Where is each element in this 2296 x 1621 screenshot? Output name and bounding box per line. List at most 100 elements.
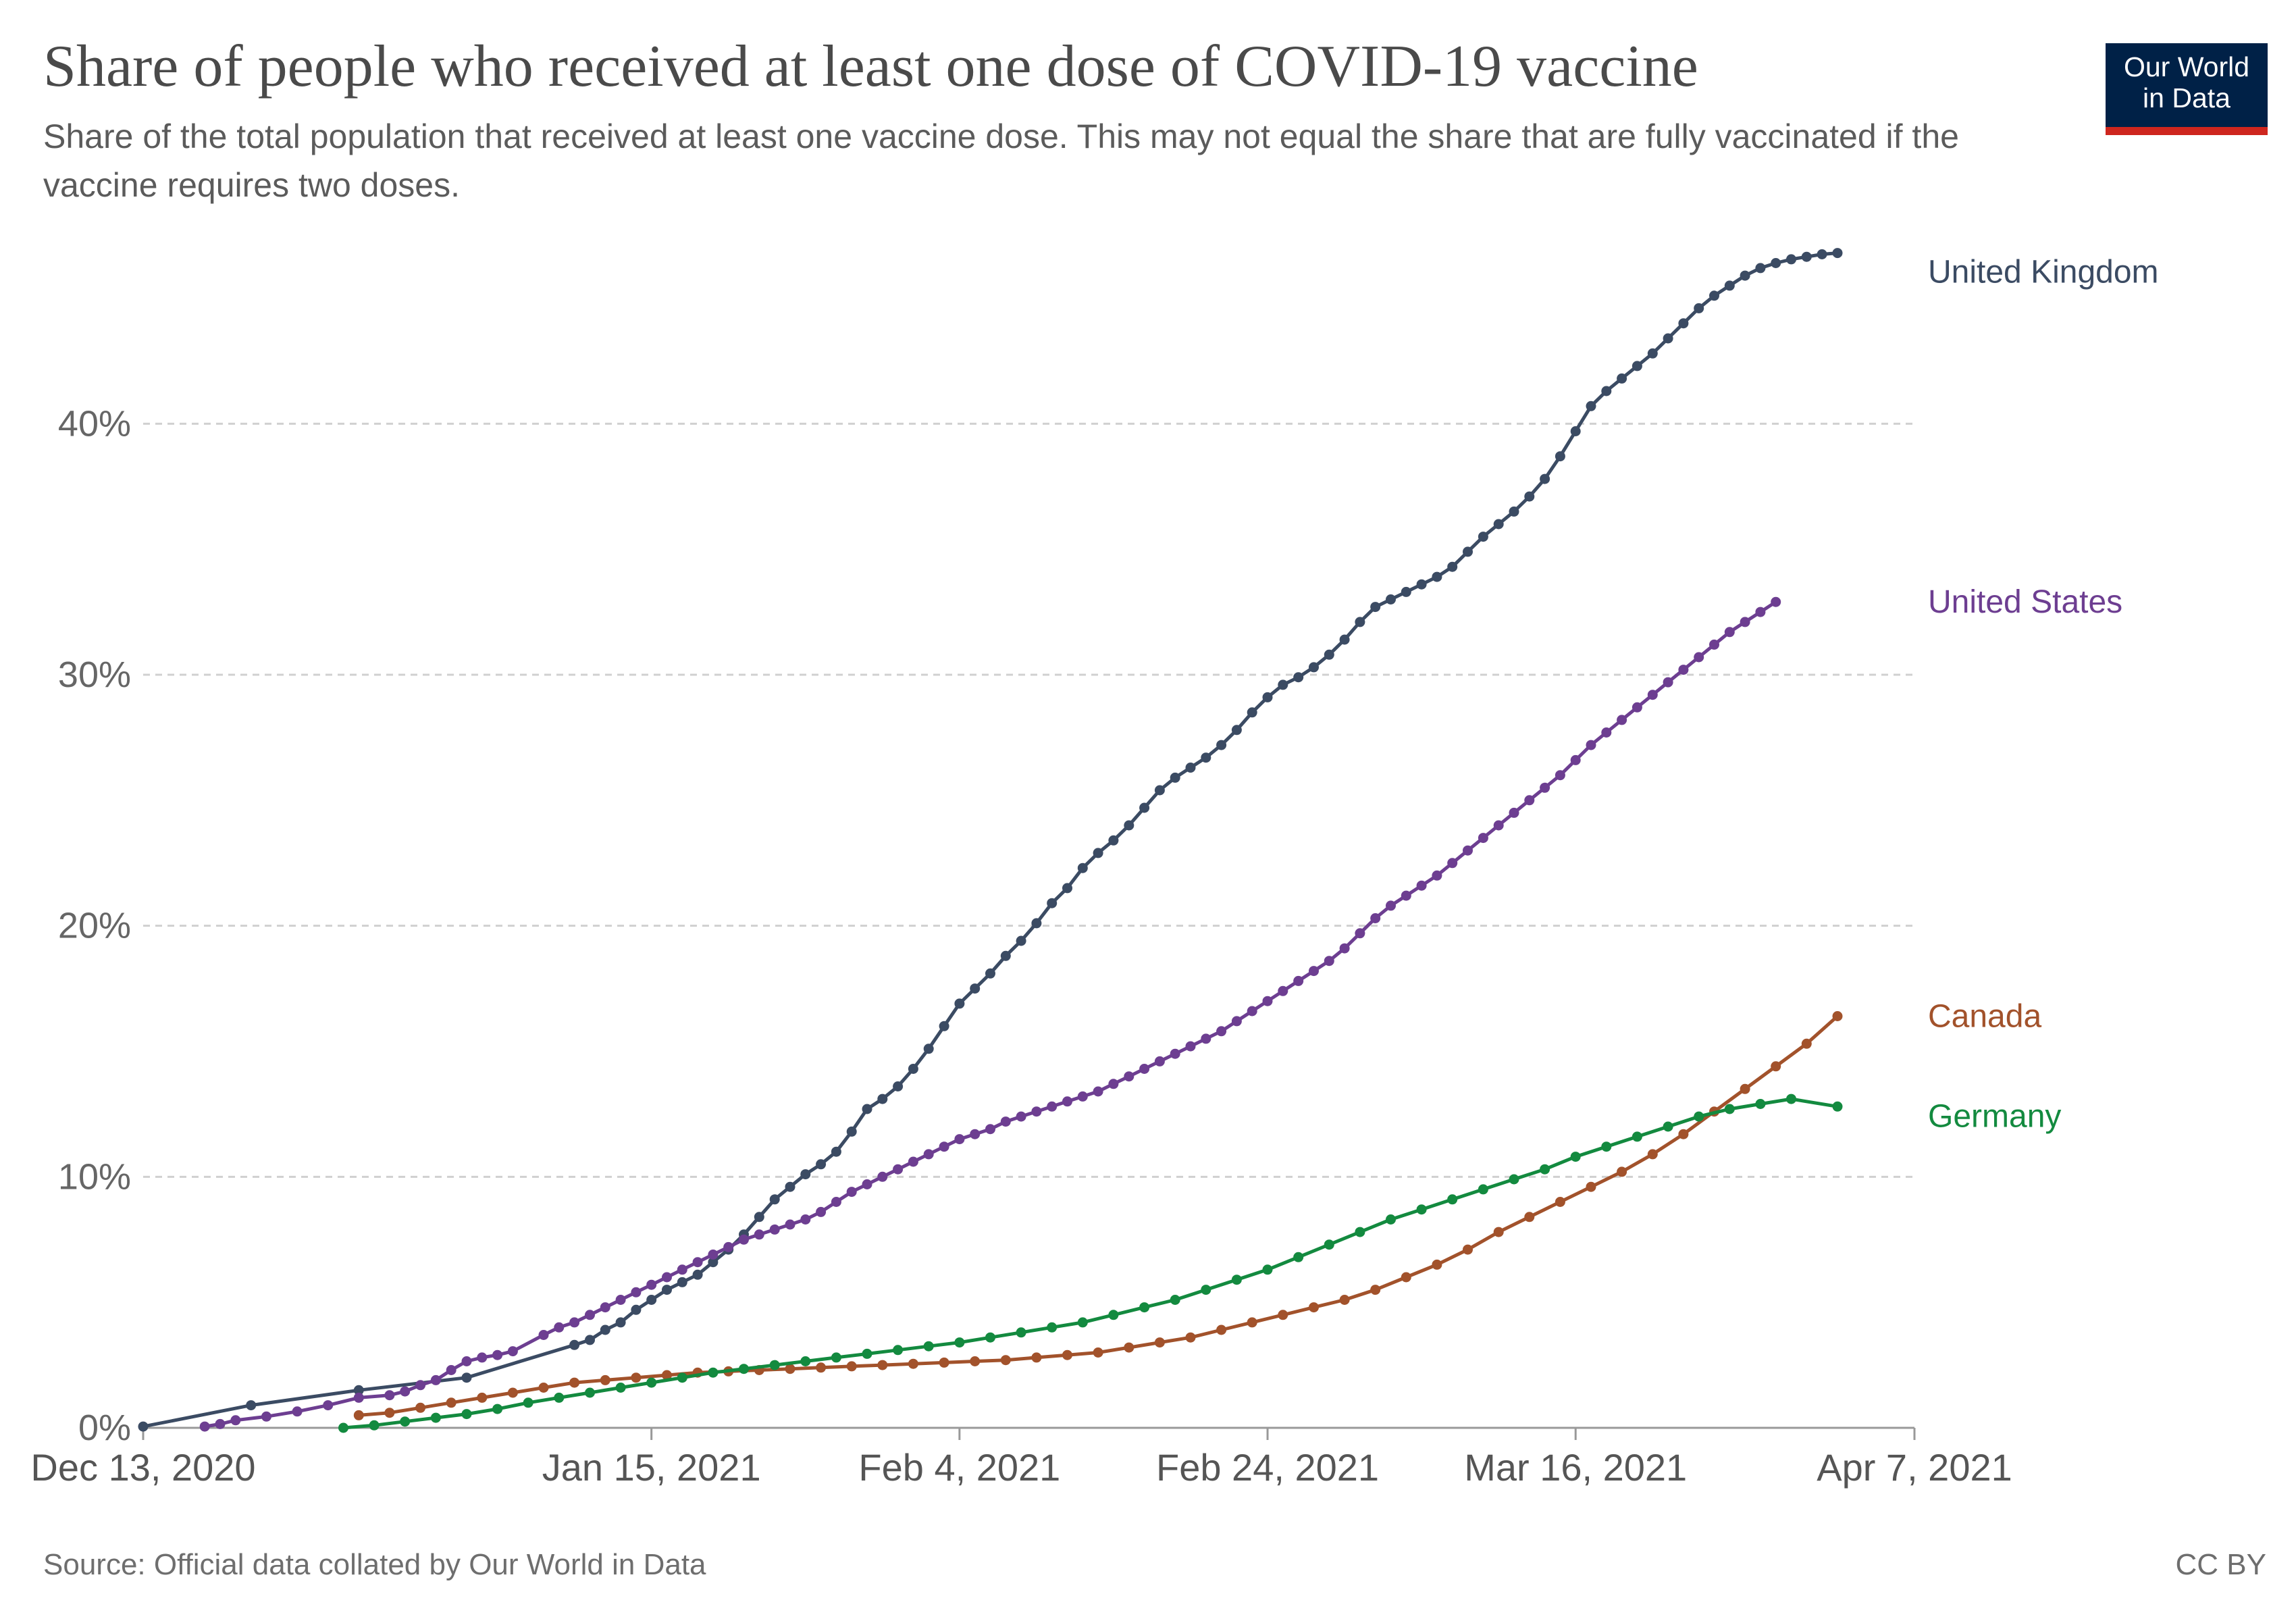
data-point bbox=[1493, 820, 1504, 831]
data-point bbox=[1201, 1033, 1211, 1044]
data-point bbox=[1724, 280, 1735, 291]
data-point bbox=[1293, 975, 1304, 986]
series-line bbox=[142, 251, 1838, 1429]
data-point bbox=[1077, 1091, 1088, 1102]
data-point bbox=[846, 1126, 857, 1137]
data-point bbox=[492, 1404, 503, 1414]
data-point bbox=[1647, 690, 1658, 700]
data-point bbox=[1093, 1086, 1103, 1097]
series-united-kingdom[interactable] bbox=[138, 248, 1843, 1432]
data-point bbox=[1755, 607, 1766, 617]
series-germany[interactable] bbox=[338, 1093, 1843, 1433]
data-point bbox=[816, 1206, 827, 1217]
data-point bbox=[1724, 1104, 1735, 1114]
x-tick-label: Feb 24, 2021 bbox=[1156, 1446, 1379, 1489]
data-point bbox=[769, 1224, 780, 1235]
data-point bbox=[1124, 1342, 1134, 1353]
data-point bbox=[846, 1361, 857, 1372]
data-point bbox=[1093, 1347, 1103, 1358]
data-point bbox=[615, 1383, 626, 1393]
series-label[interactable]: United Kingdom bbox=[1928, 255, 2159, 290]
data-point bbox=[477, 1392, 488, 1403]
data-point bbox=[800, 1356, 811, 1366]
data-point bbox=[1801, 251, 1812, 262]
data-point bbox=[1601, 727, 1612, 738]
data-point bbox=[1478, 1184, 1488, 1195]
series-label[interactable]: United States bbox=[1928, 584, 2122, 620]
data-point bbox=[1170, 1295, 1180, 1305]
series-label[interactable]: Germany bbox=[1928, 1098, 2061, 1134]
data-point bbox=[1694, 303, 1704, 313]
data-point bbox=[1185, 763, 1196, 773]
data-point bbox=[1355, 1227, 1365, 1237]
data-point bbox=[461, 1409, 472, 1420]
data-point bbox=[1278, 679, 1288, 690]
data-point bbox=[862, 1179, 872, 1189]
data-point bbox=[908, 1064, 918, 1074]
data-point bbox=[585, 1387, 595, 1398]
data-point bbox=[1432, 1259, 1442, 1270]
series-canada[interactable] bbox=[353, 1011, 1843, 1420]
data-point bbox=[1170, 772, 1180, 783]
data-point bbox=[384, 1408, 395, 1418]
data-point bbox=[1786, 1093, 1796, 1104]
data-point bbox=[199, 1421, 210, 1432]
data-point bbox=[1755, 1099, 1766, 1109]
data-point bbox=[1047, 898, 1058, 908]
data-point bbox=[1709, 639, 1719, 650]
data-point bbox=[785, 1219, 795, 1230]
data-point bbox=[461, 1372, 472, 1383]
data-point bbox=[569, 1339, 580, 1350]
data-point bbox=[662, 1285, 672, 1295]
data-point bbox=[230, 1415, 241, 1426]
data-point bbox=[1370, 602, 1381, 613]
data-point bbox=[1570, 754, 1581, 765]
data-point bbox=[1247, 1006, 1257, 1017]
data-point bbox=[631, 1304, 642, 1315]
data-point bbox=[646, 1295, 657, 1305]
data-point bbox=[1678, 665, 1689, 675]
logo-line-2: in Data bbox=[2143, 82, 2230, 113]
data-point bbox=[1555, 451, 1565, 462]
data-point bbox=[677, 1264, 687, 1275]
data-point bbox=[1540, 473, 1550, 484]
data-point bbox=[600, 1324, 610, 1335]
data-point bbox=[662, 1272, 672, 1283]
data-point bbox=[1740, 617, 1750, 627]
data-point bbox=[1601, 1141, 1612, 1152]
data-point bbox=[862, 1104, 872, 1114]
data-point bbox=[1832, 1101, 1843, 1112]
y-tick-label: 30% bbox=[58, 654, 131, 695]
owid-logo[interactable]: Our World in Data bbox=[2106, 43, 2268, 135]
data-point bbox=[1047, 1322, 1058, 1333]
data-point bbox=[708, 1250, 719, 1260]
data-point bbox=[739, 1364, 749, 1374]
series-label[interactable]: Canada bbox=[1928, 998, 2041, 1034]
data-point bbox=[1632, 1131, 1642, 1142]
data-point bbox=[985, 968, 995, 979]
data-point bbox=[1355, 928, 1365, 939]
data-point bbox=[1694, 1111, 1704, 1122]
data-point bbox=[769, 1360, 780, 1370]
data-point bbox=[954, 998, 965, 1009]
data-point bbox=[1647, 348, 1658, 359]
data-point bbox=[754, 1212, 764, 1223]
data-point bbox=[893, 1164, 904, 1175]
data-point bbox=[1755, 263, 1766, 274]
data-point bbox=[1201, 752, 1211, 763]
data-point bbox=[923, 1044, 934, 1054]
chart-subtitle: Share of the total population that recei… bbox=[43, 118, 1959, 204]
data-point bbox=[369, 1420, 380, 1431]
license-link[interactable]: CC BY bbox=[2175, 1548, 2266, 1581]
data-point bbox=[1231, 1275, 1242, 1285]
data-point bbox=[1062, 1096, 1072, 1107]
data-point bbox=[1309, 662, 1319, 673]
data-point bbox=[1154, 1056, 1165, 1066]
data-point bbox=[1154, 1337, 1165, 1348]
series-united-states[interactable] bbox=[199, 596, 1781, 1432]
data-point bbox=[1540, 782, 1550, 793]
data-point bbox=[785, 1364, 795, 1374]
data-point bbox=[1216, 1324, 1227, 1335]
data-point bbox=[1724, 627, 1735, 638]
data-point bbox=[585, 1335, 595, 1345]
